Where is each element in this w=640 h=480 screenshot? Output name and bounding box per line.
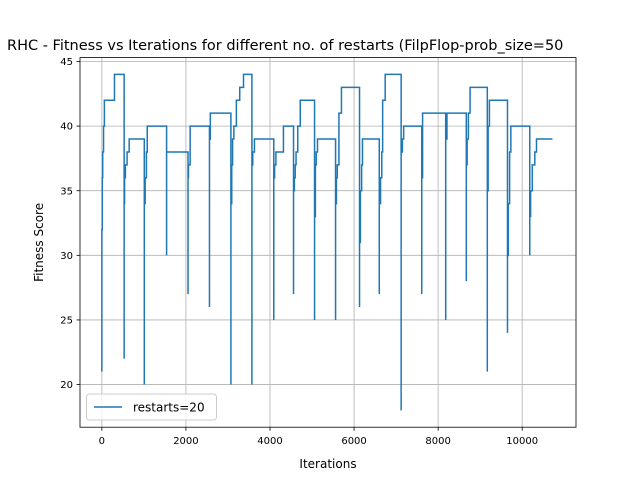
x-tick-label: 4000 xyxy=(257,436,282,447)
x-tick-label: 8000 xyxy=(425,436,450,447)
x-gridlines xyxy=(101,57,523,428)
x-tick-label: 2000 xyxy=(173,436,198,447)
y-tick-label: 35 xyxy=(60,186,73,197)
plot-area xyxy=(80,57,576,428)
y-axis: 20 25 30 35 40 45 xyxy=(60,57,80,391)
plot-frame xyxy=(79,57,577,428)
y-tick-label: 20 xyxy=(60,380,73,391)
legend-box xyxy=(86,393,217,421)
y-tick-label: 45 xyxy=(60,57,73,68)
y-tick-label: 40 xyxy=(60,122,73,133)
series-line-0 xyxy=(101,73,553,411)
x-tick-label: 6000 xyxy=(341,436,366,447)
x-axis-label: Iterations xyxy=(299,457,356,471)
x-tick-label: 10000 xyxy=(506,436,538,447)
x-axis: 0 2000 4000 6000 8000 10000 xyxy=(99,427,538,447)
chart-title: RHC - Fitness vs Iterations for differen… xyxy=(7,38,563,54)
legend: restarts=20 xyxy=(86,393,217,421)
y-axis-label: Fitness Score xyxy=(32,203,46,282)
y-tick-label: 30 xyxy=(60,251,73,262)
legend-label: restarts=20 xyxy=(133,401,205,415)
x-tick-label: 0 xyxy=(99,436,105,447)
y-tick-label: 25 xyxy=(60,316,73,327)
series-layer xyxy=(101,73,553,411)
